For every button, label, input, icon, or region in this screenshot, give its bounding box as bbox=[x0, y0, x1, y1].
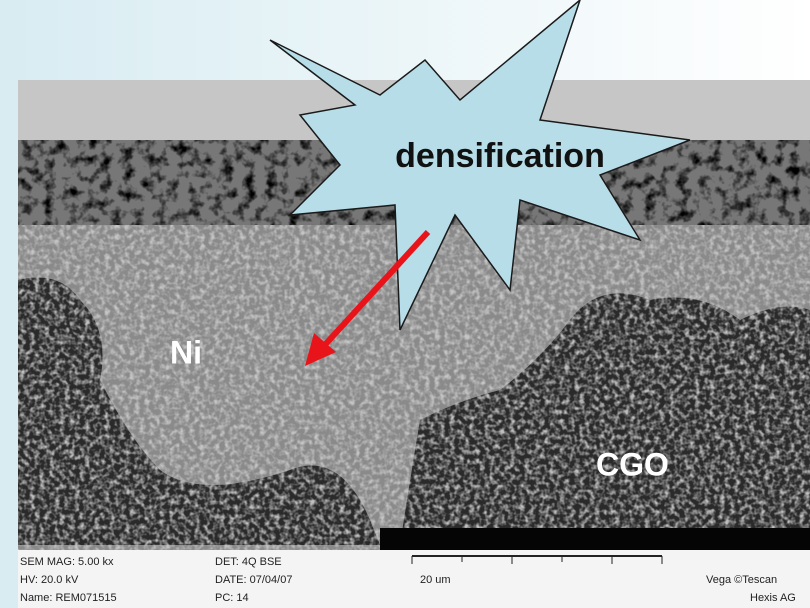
scale-ticks bbox=[411, 556, 663, 564]
info-text: PC: 14 bbox=[215, 592, 249, 604]
info-text: DATE: 07/04/07 bbox=[215, 574, 292, 586]
callout-label: densification bbox=[395, 137, 605, 175]
info-text: SEM MAG: 5.00 kx bbox=[20, 556, 114, 568]
info-text: DET: 4Q BSE bbox=[215, 556, 282, 568]
info-bar bbox=[18, 550, 810, 608]
info-text: Name: REM071515 bbox=[20, 592, 117, 604]
arrow-shaft bbox=[319, 229, 431, 351]
maker: Vega ©Tescan bbox=[706, 574, 777, 586]
arrow-head bbox=[305, 333, 336, 366]
info-text: HV: 20.0 kV bbox=[20, 574, 79, 586]
ni-label: Ni bbox=[170, 334, 202, 370]
starburst bbox=[269, 0, 691, 331]
porous-texture bbox=[18, 277, 810, 545]
lab: Hexis AG bbox=[750, 592, 796, 604]
dark-edge bbox=[380, 528, 810, 550]
cgo-label: CGO bbox=[596, 446, 669, 482]
scale-bar bbox=[411, 555, 663, 564]
scale-label: 20 um bbox=[420, 574, 451, 586]
